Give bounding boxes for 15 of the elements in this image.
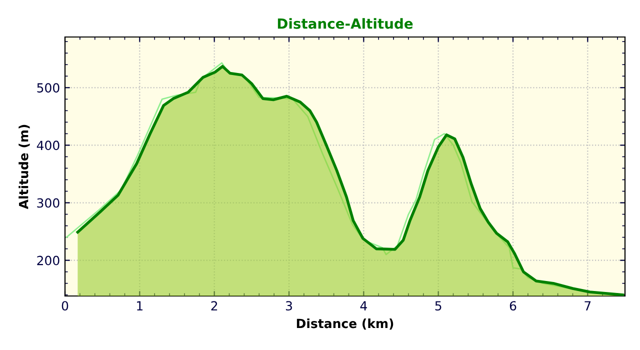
x-tick-label: 6 <box>510 301 516 311</box>
y-tick-label: 300 <box>37 198 60 208</box>
x-tick-label: 0 <box>62 301 68 311</box>
x-tick-label: 1 <box>137 301 142 310</box>
x-tick-label: 2 <box>211 301 218 310</box>
x-tick-label: 3 <box>286 301 292 311</box>
y-tick-label: 400 <box>36 140 60 150</box>
x-tick-label: 5 <box>435 301 442 311</box>
x-axis-title: Distance (km) <box>296 318 394 330</box>
y-axis-title: Altitude (m) <box>18 124 30 210</box>
x-tick-label: 4 <box>360 301 367 310</box>
x-tick-label: 7 <box>584 301 591 310</box>
y-tick-label: 200 <box>37 256 60 266</box>
chart-title: Distance-Altitude <box>278 18 413 29</box>
y-tick-label: 500 <box>37 83 60 93</box>
